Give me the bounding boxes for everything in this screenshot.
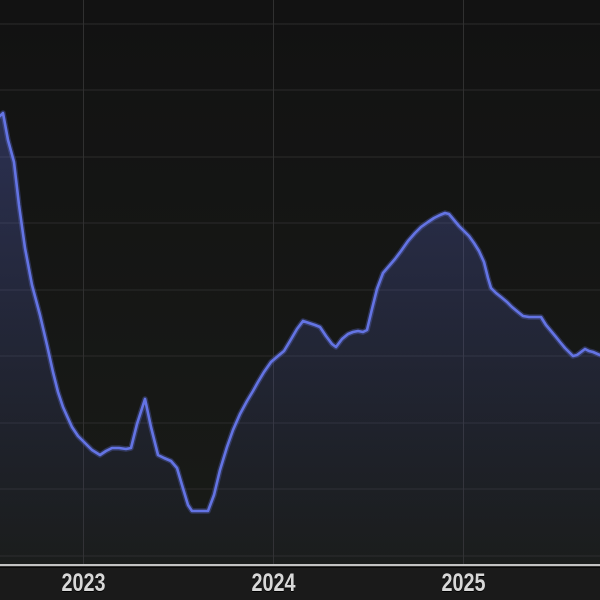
x-axis-label-2023: 2023: [62, 570, 106, 598]
x-axis-label-2024: 2024: [252, 570, 296, 598]
data-line: [0, 111, 600, 513]
x-axis-shadow-line: [0, 566, 600, 568]
area-fill: [0, 113, 600, 566]
x-axis-label-2023: 2023: [62, 569, 106, 597]
x-axis-label-2025: 2025: [442, 569, 486, 597]
x-axis-label-2025: 2025: [442, 570, 486, 598]
x-axis-label-2024: 2024: [252, 569, 296, 597]
x-axis-strip: [0, 567, 600, 600]
x-axis-line: [0, 564, 600, 567]
